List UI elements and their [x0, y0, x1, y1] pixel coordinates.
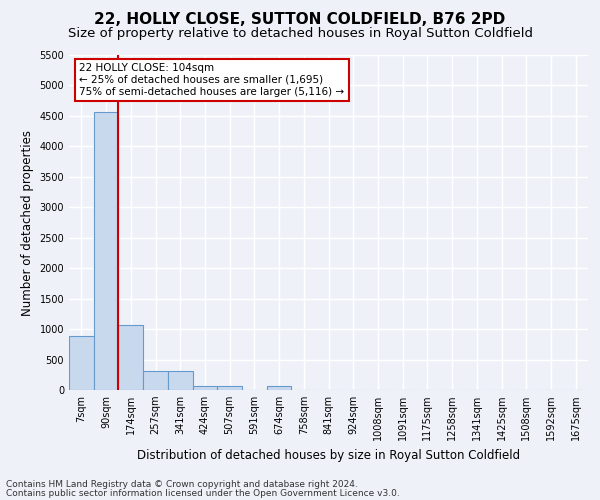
- Text: Contains HM Land Registry data © Crown copyright and database right 2024.: Contains HM Land Registry data © Crown c…: [6, 480, 358, 489]
- Bar: [217, 386, 242, 390]
- Bar: [193, 386, 217, 390]
- Text: Contains public sector information licensed under the Open Government Licence v3: Contains public sector information licen…: [6, 488, 400, 498]
- X-axis label: Distribution of detached houses by size in Royal Sutton Coldfield: Distribution of detached houses by size …: [137, 448, 520, 462]
- Bar: [118, 326, 143, 390]
- Text: Size of property relative to detached houses in Royal Sutton Coldfield: Size of property relative to detached ho…: [67, 28, 533, 40]
- Text: 22 HOLLY CLOSE: 104sqm
← 25% of detached houses are smaller (1,695)
75% of semi-: 22 HOLLY CLOSE: 104sqm ← 25% of detached…: [79, 64, 344, 96]
- Y-axis label: Number of detached properties: Number of detached properties: [21, 130, 34, 316]
- Text: 22, HOLLY CLOSE, SUTTON COLDFIELD, B76 2PD: 22, HOLLY CLOSE, SUTTON COLDFIELD, B76 2…: [94, 12, 506, 28]
- Bar: [69, 336, 94, 390]
- Bar: [94, 112, 118, 390]
- Bar: [168, 371, 193, 390]
- Bar: [143, 371, 168, 390]
- Bar: [267, 386, 292, 390]
